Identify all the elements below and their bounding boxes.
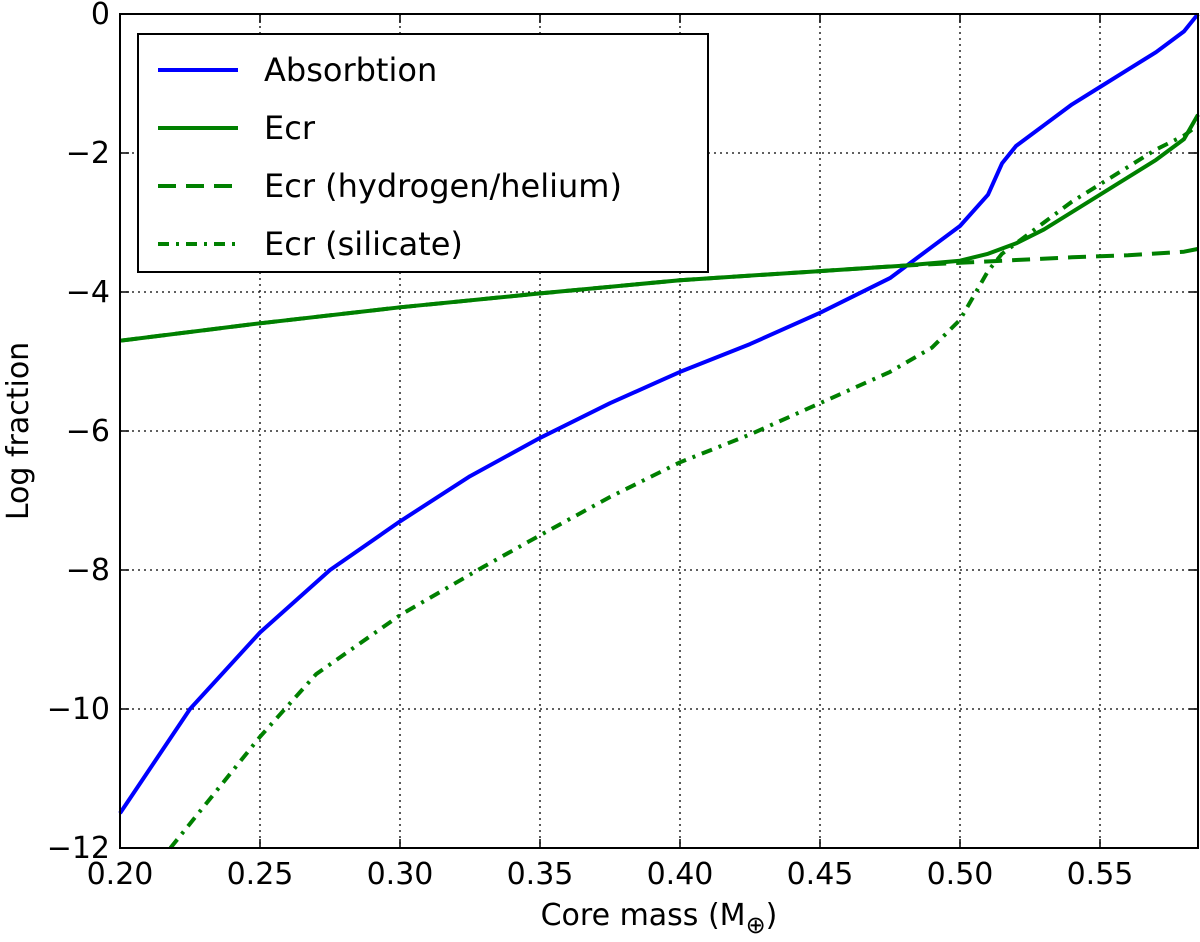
legend-box <box>137 33 709 273</box>
series-line-3 <box>119 246 1199 343</box>
x-tick-label: 0.40 <box>647 857 714 892</box>
y-tick-label: −6 <box>66 414 110 449</box>
series-layer <box>118 12 1200 850</box>
y-axis-label: Log fraction <box>1 342 36 520</box>
y-tick-label: 0 <box>91 0 110 32</box>
x-tick-label: 0.45 <box>787 857 854 892</box>
y-tick-label: −10 <box>47 692 110 727</box>
tick-labels: 0.20 0.25 0.30 0.35 0.40 0.45 0.50 0.55 0 −2 −4 −6 −… <box>47 0 1134 892</box>
x-tick-label: 0.20 <box>87 857 154 892</box>
series-line-1 <box>118 12 1200 815</box>
x-axis-label: Core mass (M⊕) <box>541 898 778 939</box>
x-axis-label-close: ) <box>766 898 778 933</box>
series-line-4 <box>168 123 1200 850</box>
x-tick-label: 0.55 <box>1067 857 1134 892</box>
y-tick-label: −12 <box>47 831 110 866</box>
y-tick-label: −4 <box>66 275 110 310</box>
x-tick-label: 0.50 <box>927 857 994 892</box>
x-tick-label: 0.35 <box>507 857 574 892</box>
legend: Absorbtion Ecr Ecr (hydrogen/helium) Ecr (s… <box>137 33 709 273</box>
x-axis-label-subscript: ⊕ <box>746 911 766 939</box>
x-tick-label: 0.25 <box>227 857 294 892</box>
legend-label-1: Absorbtion <box>264 51 437 89</box>
legend-label-3: Ecr (hydrogen/helium) <box>264 167 622 205</box>
ticks <box>119 13 1198 849</box>
legend-label-2: Ecr <box>264 109 316 147</box>
x-tick-label: 0.30 <box>367 857 434 892</box>
y-tick-label: −2 <box>66 136 110 171</box>
legend-label-4: Ecr (silicate) <box>264 225 463 263</box>
y-tick-label: −8 <box>66 553 110 588</box>
